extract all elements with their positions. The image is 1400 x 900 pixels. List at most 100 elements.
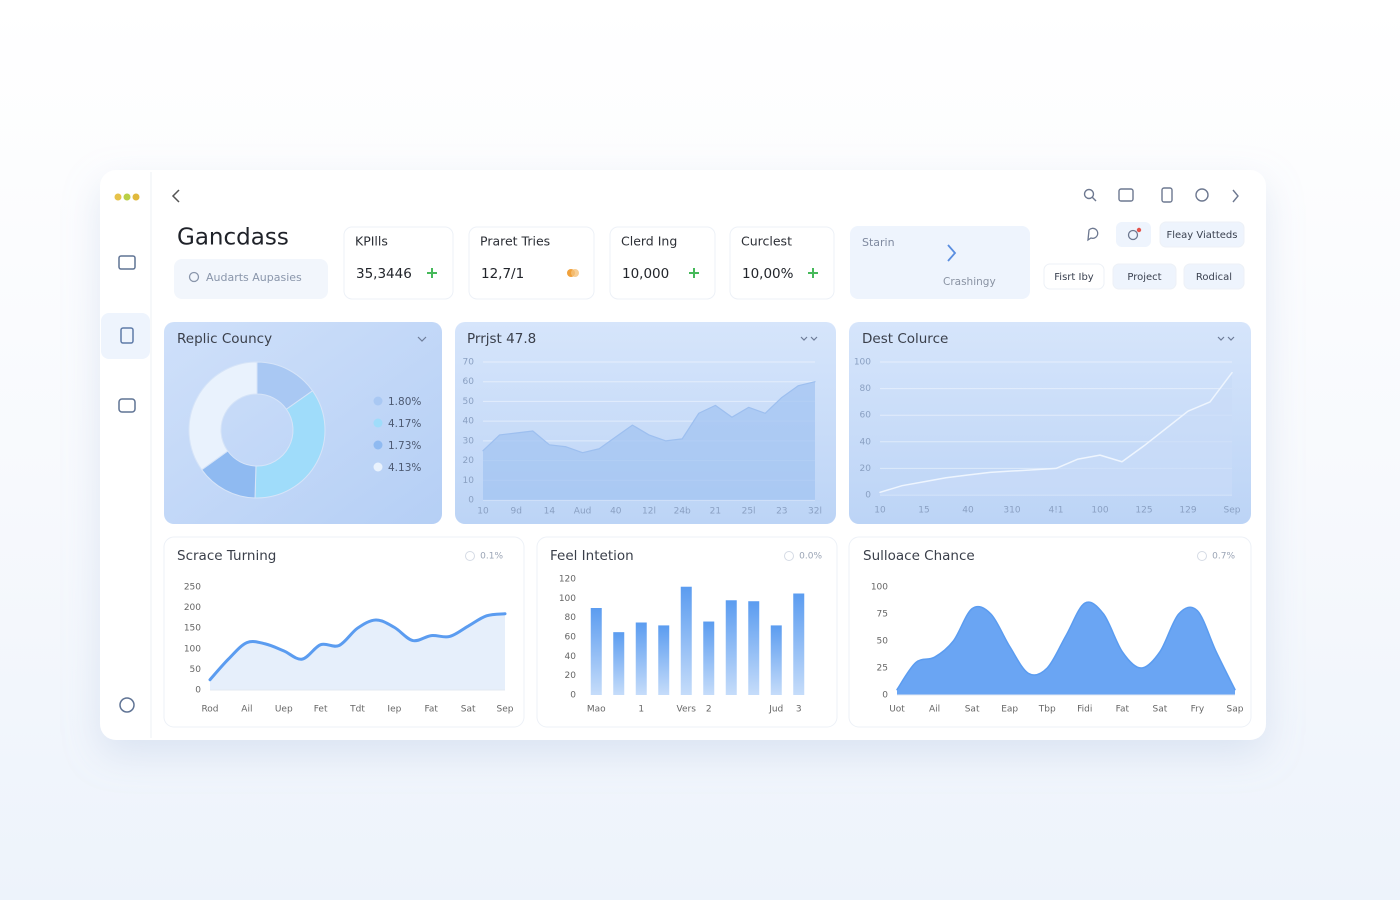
y-tick-label: 250 (184, 583, 201, 593)
kpi-card[interactable] (609, 226, 716, 300)
status-card[interactable] (850, 226, 1030, 299)
chart: Replic Councy 1.80% 4.17% 1.73% 4.13% (177, 331, 427, 499)
button-label: Fisrt Iby (1054, 272, 1094, 283)
x-tick-label: 4!1 (1048, 506, 1063, 516)
x-tick-label: Sep (497, 705, 514, 715)
nav-icon[interactable] (119, 697, 135, 713)
settings-icon (1127, 229, 1139, 241)
search-icon-handle (1091, 196, 1097, 202)
x-tick-label: 129 (1179, 506, 1196, 516)
x-tick-label: 1 (638, 705, 644, 715)
panel-menu[interactable] (417, 336, 427, 342)
x-tick-label: Aud (574, 507, 592, 517)
x-tick-label: 25l (742, 507, 756, 517)
panel-menu[interactable] (1217, 336, 1235, 341)
legend-swatch (373, 440, 383, 450)
chart-badge: 0.7% (1212, 552, 1235, 562)
kpi-row: KPIlls 35,3446 Praret Tries 12,7/1 Clerd Ing… (343, 226, 835, 300)
y-tick-label: 20 (463, 456, 475, 466)
charts: Replic Councy 1.80% 4.17% 1.73% 4.13% Prrjst … (177, 331, 1244, 715)
kpi-value: 10,00% (742, 266, 794, 282)
x-tick-label: Jud (768, 705, 783, 715)
nav-icon[interactable] (120, 327, 134, 344)
chart: Dest Colurce 0 20 40 60 80 100 10 15 40 310 4!1 100 1… (854, 331, 1241, 516)
y-tick-label: 60 (463, 377, 475, 387)
kpi-icon (808, 268, 818, 278)
y-tick-label: 60 (565, 633, 577, 643)
kpi-icon (571, 269, 579, 277)
chart-badge: 0.1% (480, 552, 503, 562)
y-tick-label: 50 (190, 665, 202, 675)
chat-icon[interactable] (1087, 227, 1099, 242)
chart-title: Feel Intetion (550, 548, 634, 564)
legend-swatch (373, 418, 383, 428)
x-tick-label: Tdt (349, 705, 365, 715)
button[interactable] (1183, 263, 1245, 290)
y-tick-label: 80 (860, 384, 872, 394)
kpi-icon (689, 268, 699, 278)
search-box[interactable] (174, 259, 328, 299)
bar (613, 632, 625, 695)
y-tick-label: 100 (854, 358, 871, 368)
kpi-card[interactable] (729, 226, 835, 300)
search-icon[interactable] (1083, 188, 1095, 200)
back-button[interactable] (171, 189, 180, 203)
page-title: Gancdass (177, 225, 289, 251)
button[interactable] (1159, 221, 1245, 248)
forward-button[interactable] (1232, 189, 1239, 203)
pie-slice (254, 390, 326, 499)
toolbar-icon[interactable] (1195, 188, 1209, 202)
bar (793, 593, 805, 695)
x-tick-label: Sap (1227, 705, 1244, 715)
y-tick-label: 75 (877, 610, 888, 620)
y-tick-label: 20 (860, 464, 872, 474)
icon-button[interactable] (1116, 222, 1151, 247)
y-tick-label: 70 (463, 358, 475, 368)
chart-title: Sulloace Chance (863, 548, 975, 564)
x-tick-label: Uep (275, 705, 293, 715)
nav-icon[interactable] (118, 255, 136, 270)
y-tick-label: 200 (184, 603, 201, 613)
x-tick-label: Fat (1116, 705, 1130, 715)
toolbar-icon[interactable] (1118, 188, 1134, 202)
status-card-chevron[interactable] (947, 244, 957, 262)
x-tick-label: Ail (241, 705, 252, 715)
nav-icon[interactable] (118, 398, 136, 413)
line (896, 601, 1236, 691)
kpi-card[interactable] (343, 226, 454, 300)
y-tick-label: 80 (565, 613, 577, 623)
kpi-card[interactable] (468, 226, 595, 300)
y-tick-label: 150 (184, 624, 201, 634)
kpi-value: 10,000 (622, 266, 669, 282)
x-tick-label: Rod (201, 705, 218, 715)
chart-title: Replic Councy (177, 331, 272, 347)
button[interactable] (1043, 263, 1105, 290)
area-fill (483, 381, 815, 500)
notification-dot (1136, 227, 1142, 233)
y-tick-label: 40 (565, 652, 577, 662)
search-placeholder: Audarts Aupasies (206, 271, 302, 284)
x-tick-label: 24b (674, 507, 691, 517)
panel-menu[interactable] (800, 336, 818, 341)
bar (770, 625, 782, 695)
button[interactable] (1112, 263, 1177, 290)
badge-icon (465, 551, 475, 561)
y-tick-label: 0 (468, 496, 474, 506)
chart-title: Scrace Turning (177, 548, 276, 564)
line (208, 612, 507, 682)
legend-label: 4.17% (388, 418, 421, 430)
x-tick-label: 9d (510, 507, 521, 517)
button-label: Rodical (1196, 272, 1232, 283)
x-tick-label: 21 (710, 507, 721, 517)
bar (748, 601, 760, 695)
nav-active[interactable] (101, 313, 150, 359)
y-tick-label: 0 (570, 691, 576, 701)
toolbar-icon[interactable] (1161, 187, 1173, 203)
x-tick-label: Sat (1153, 705, 1168, 715)
kpi-value: 12,7/1 (481, 266, 524, 282)
legend-label: 4.13% (388, 462, 421, 474)
y-tick-label: 100 (184, 644, 201, 654)
x-tick-label: 10 (874, 506, 886, 516)
dot (123, 193, 131, 201)
